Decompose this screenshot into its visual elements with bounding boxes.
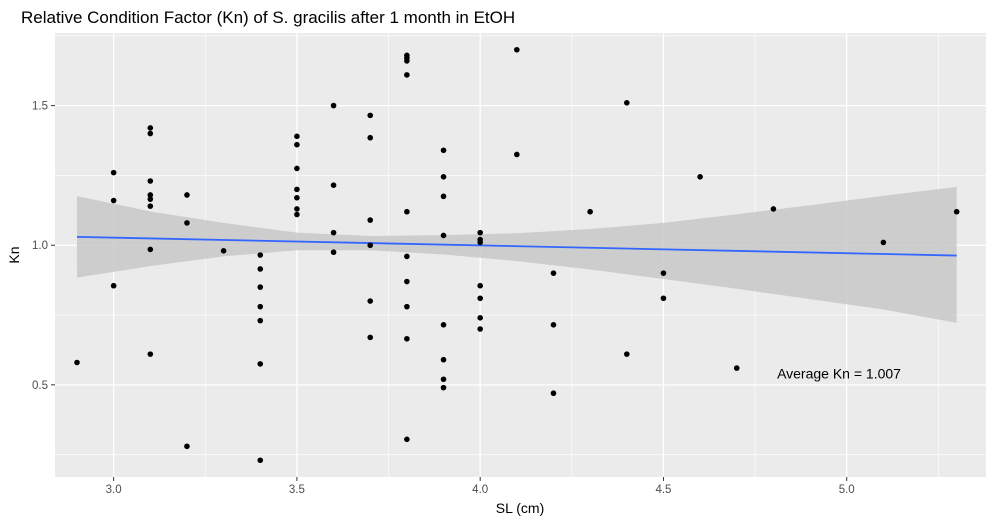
confidence-ribbon (76, 186, 957, 323)
data-point (257, 284, 264, 290)
data-point (367, 134, 374, 141)
data-point (294, 206, 300, 212)
chart-title: Relative Condition Factor (Kn) of S. gra… (21, 8, 515, 27)
data-point (660, 270, 667, 276)
data-point (440, 193, 447, 200)
y-tick-label: 1.0 (32, 240, 48, 252)
data-point (294, 194, 300, 201)
data-point (404, 58, 410, 64)
data-point (330, 229, 337, 236)
data-point (147, 196, 154, 202)
data-point (477, 239, 483, 246)
data-point (440, 322, 447, 328)
data-point (147, 130, 154, 137)
data-point (367, 298, 374, 304)
data-point (147, 203, 154, 209)
x-axis-title: SL (cm) (496, 500, 544, 516)
data-point (440, 384, 447, 391)
data-point (184, 220, 190, 226)
data-point (220, 248, 227, 254)
data-point (294, 133, 300, 140)
data-point (697, 174, 703, 180)
data-point (294, 141, 300, 148)
data-point (770, 206, 777, 212)
y-axis-title: Kn (6, 246, 22, 263)
data-point (404, 335, 410, 342)
data-point (330, 102, 337, 109)
data-point (147, 246, 154, 253)
data-point (294, 186, 300, 193)
data-point (404, 208, 410, 215)
data-point (624, 100, 630, 106)
data-point (74, 359, 80, 366)
data-point (257, 317, 264, 324)
data-point (440, 147, 447, 154)
data-point (440, 356, 447, 363)
data-point (477, 229, 483, 236)
data-point (294, 165, 300, 172)
data-point (440, 376, 447, 383)
data-point (624, 351, 630, 357)
data-point (294, 211, 300, 218)
x-tick-label: 5.0 (839, 484, 855, 496)
x-tick-label: 3.0 (106, 484, 122, 496)
y-tick-label: 0.5 (32, 380, 48, 392)
data-point (404, 72, 410, 78)
data-point (367, 217, 374, 223)
data-point (404, 436, 410, 443)
data-point (110, 282, 117, 289)
data-point (147, 351, 154, 357)
data-point (257, 252, 264, 258)
average-kn-annotation: Average Kn = 1.007 (777, 366, 901, 382)
x-tick-label: 4.0 (472, 484, 488, 496)
data-point (110, 197, 117, 204)
data-point (440, 232, 447, 239)
data-point (404, 278, 410, 285)
data-point (184, 192, 190, 198)
data-point (587, 208, 593, 215)
data-point (550, 322, 557, 328)
data-point (477, 315, 483, 321)
data-point (477, 282, 483, 289)
data-point (404, 303, 410, 310)
data-point (330, 249, 337, 256)
data-point (404, 253, 410, 260)
data-point (257, 457, 264, 464)
data-point (514, 151, 520, 158)
data-point (367, 112, 374, 119)
data-point (550, 390, 557, 397)
data-point (330, 182, 337, 188)
data-point (440, 174, 447, 180)
data-point (660, 295, 667, 302)
data-point (514, 46, 520, 53)
x-axis-ticks: 3.0 3.5 4.0 4.5 5.0 (106, 477, 855, 496)
data-point (147, 178, 154, 184)
data-point (147, 192, 154, 198)
y-tick-label: 1.5 (32, 101, 48, 113)
data-point (257, 303, 264, 310)
data-point (953, 208, 960, 215)
x-tick-label: 3.5 (289, 484, 305, 496)
regression-line (76, 235, 957, 257)
data-point (550, 270, 557, 276)
data-point (733, 365, 740, 371)
data-point (147, 125, 154, 131)
data-point (257, 361, 264, 367)
data-point (477, 295, 483, 302)
data-point (257, 266, 264, 272)
data-point (367, 242, 374, 249)
data-point (110, 169, 117, 176)
data-point (880, 239, 887, 246)
data-point (184, 443, 190, 450)
y-axis-ticks: 0.5 1.0 1.5 (32, 101, 55, 392)
x-tick-label: 4.5 (655, 484, 671, 496)
data-point (477, 326, 483, 332)
data-points (74, 46, 960, 464)
data-point (367, 334, 374, 341)
